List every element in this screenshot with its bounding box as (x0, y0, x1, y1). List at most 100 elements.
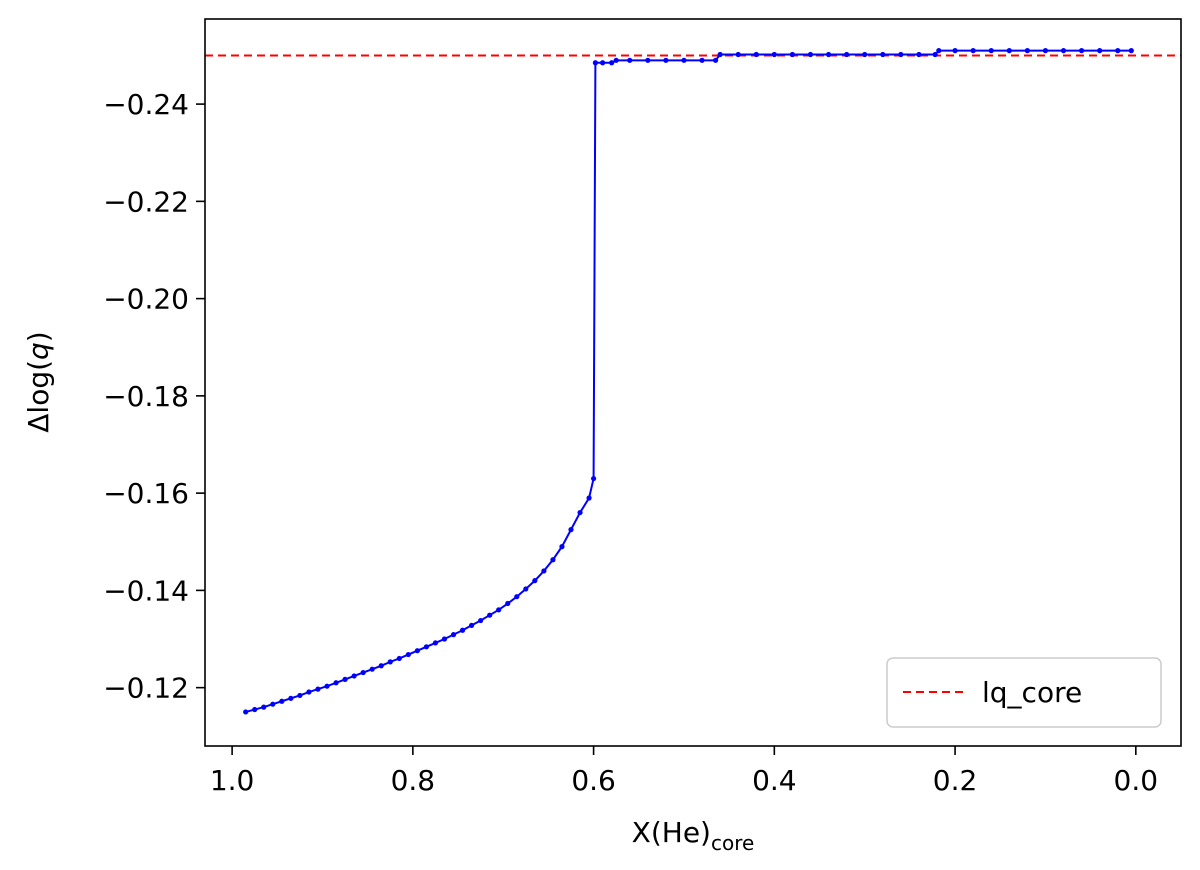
data-point (970, 48, 976, 54)
data-point (645, 57, 651, 63)
data-point (613, 57, 619, 63)
y-tick-label: −0.18 (103, 380, 189, 413)
x-tick-label: 0.8 (391, 764, 436, 797)
data-point (590, 475, 597, 482)
data-point (771, 51, 777, 58)
x-tick-label: 0.2 (933, 764, 978, 797)
data-point (789, 51, 796, 58)
data-point (306, 689, 312, 695)
data-point (378, 663, 384, 669)
data-point (577, 509, 583, 516)
data-point (450, 632, 457, 638)
data-point (898, 51, 904, 58)
data-point (952, 48, 958, 54)
data-point (936, 48, 942, 54)
data-point (1024, 48, 1030, 54)
data-point (342, 676, 348, 682)
data-point (663, 57, 669, 63)
data-point (423, 644, 430, 650)
data-point (505, 600, 511, 607)
data-point (717, 51, 723, 58)
data-point (333, 680, 339, 686)
x-axis-title-subscript: core (711, 831, 754, 855)
series-layer (243, 48, 1134, 715)
data-point (351, 673, 357, 679)
data-point (592, 60, 599, 66)
data-point (753, 51, 759, 58)
data-point (862, 51, 868, 58)
y-tick-label: −0.22 (103, 185, 189, 218)
data-point (1042, 48, 1049, 54)
x-tick-label: 1.0 (210, 764, 255, 797)
data-point (932, 51, 938, 58)
data-point (514, 594, 520, 600)
data-point (1115, 48, 1121, 54)
data-point (468, 622, 475, 629)
legend-label-lq-core: lq_core (982, 676, 1082, 709)
data-point (541, 568, 547, 574)
x-axis: 1.0 0.8 0.6 0.4 0.2 0.0 (210, 746, 1158, 797)
data-point (288, 695, 294, 701)
legend-box (886, 657, 1162, 728)
data-point (270, 701, 276, 707)
y-tick-label: −0.20 (103, 283, 189, 316)
data-point (712, 57, 719, 63)
data-point (699, 57, 705, 63)
data-point (735, 51, 741, 58)
data-point (441, 636, 448, 642)
data-point (586, 495, 592, 501)
data-point (880, 51, 886, 58)
data-point (496, 607, 502, 613)
y-axis-title: Δlog(q) (22, 331, 55, 432)
data-point (807, 51, 814, 58)
data-point (988, 48, 994, 54)
data-point (387, 659, 393, 665)
data-point (1006, 48, 1012, 54)
data-point (261, 704, 267, 710)
y-tick-label: −0.24 (103, 88, 189, 121)
x-tick-label: 0.0 (1114, 764, 1159, 797)
data-point (568, 527, 574, 533)
y-tick-label: −0.12 (103, 672, 189, 705)
data-point (681, 57, 687, 63)
plot-frame (204, 18, 1182, 747)
x-axis-title: X(He)core (632, 816, 755, 855)
data-point (478, 617, 484, 624)
data-point (252, 706, 258, 713)
data-point (550, 557, 556, 563)
data-point (825, 51, 832, 58)
legend: lq_core (886, 657, 1162, 728)
data-point (487, 612, 493, 618)
data-point (459, 627, 466, 633)
data-point (360, 669, 366, 676)
data-point (369, 666, 375, 672)
data-point (297, 692, 303, 699)
data-point (532, 578, 538, 584)
data-point (414, 648, 420, 654)
data-point (315, 686, 321, 692)
data-point (559, 544, 565, 550)
data-point (600, 60, 606, 66)
data-point (844, 51, 850, 58)
data-point (627, 57, 633, 63)
data-point (396, 655, 402, 662)
y-tick-label: −0.14 (103, 574, 189, 607)
x-tick-label: 0.4 (752, 764, 797, 797)
data-point (1097, 48, 1103, 54)
y-axis: −0.12 −0.14 −0.16 −0.18 −0.20 −0.22 −0.24 (103, 88, 205, 705)
data-point (432, 640, 439, 646)
data-point (1060, 48, 1067, 54)
data-point (405, 651, 411, 658)
data-point (324, 683, 330, 689)
data-point (1078, 48, 1085, 54)
y-tick-label: −0.16 (103, 477, 189, 510)
data-point (609, 60, 615, 66)
x-tick-label: 0.6 (571, 764, 616, 797)
data-point (916, 51, 922, 58)
data-point (243, 709, 249, 715)
data-point (523, 586, 529, 592)
data-point (1128, 48, 1134, 54)
data-point (279, 698, 285, 704)
